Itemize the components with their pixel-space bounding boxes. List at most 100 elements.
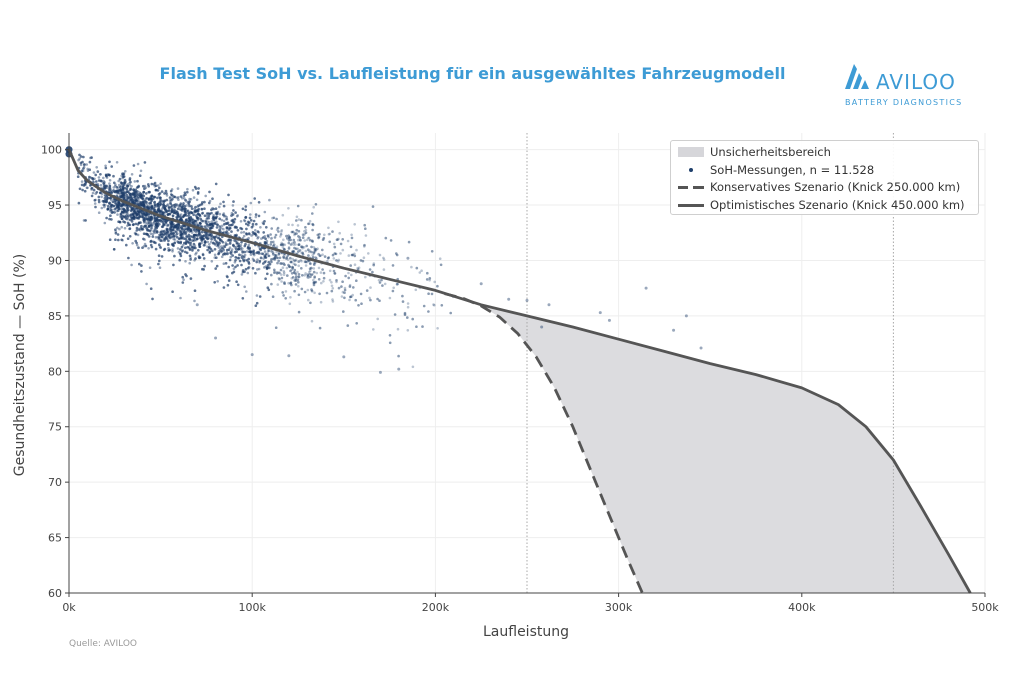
scatter-point — [290, 260, 293, 264]
scatter-point — [290, 230, 294, 234]
scatter-point — [156, 235, 160, 239]
scatter-point — [162, 220, 165, 224]
scatter-point — [149, 287, 153, 291]
scatter-point — [172, 237, 175, 241]
scatter-point — [128, 235, 132, 238]
scatter-point — [202, 257, 206, 260]
scatter-point — [295, 215, 299, 219]
scatter-point — [327, 233, 331, 236]
scatter-point — [252, 253, 256, 257]
scatter-point — [175, 210, 179, 213]
scatter-point — [241, 269, 245, 272]
scatter-point — [388, 296, 392, 300]
scatter-point — [131, 188, 135, 192]
scatter-point — [133, 180, 137, 183]
scatter-point — [167, 249, 170, 252]
scatter-point — [251, 224, 255, 228]
scatter-point — [281, 291, 285, 294]
scatter-point — [213, 256, 217, 259]
scatter-point — [286, 254, 290, 257]
scatter-point — [232, 270, 236, 274]
scatter-point — [147, 235, 151, 238]
scatter-point — [121, 194, 125, 197]
scatter-point — [179, 226, 183, 229]
scatter-point — [208, 190, 211, 194]
legend-dashed-swatch — [678, 179, 704, 195]
scatter-point — [230, 219, 234, 223]
scatter-point — [124, 216, 127, 219]
scatter-point — [287, 246, 291, 249]
scatter-point — [266, 252, 269, 255]
scatter-point — [198, 243, 202, 246]
scatter-point — [120, 181, 123, 185]
scatter-point — [109, 208, 112, 212]
scatter-point — [129, 195, 133, 198]
scatter-point — [254, 215, 258, 219]
scatter-point — [153, 221, 156, 224]
scatter-point — [319, 300, 323, 304]
scatter-point — [325, 291, 329, 295]
scatter-point — [297, 310, 301, 314]
scatter-point — [156, 202, 160, 206]
scatter-point — [147, 215, 151, 219]
scatter-point — [396, 327, 400, 331]
scatter-point — [271, 295, 275, 299]
scatter-point — [149, 222, 153, 225]
y-tick-label: 85 — [48, 310, 62, 323]
scatter-point — [190, 231, 194, 234]
scatter-point — [185, 227, 188, 231]
scatter-point — [321, 268, 324, 271]
scatter-point — [403, 311, 407, 315]
scatter-point — [147, 247, 150, 250]
scatter-point — [182, 196, 186, 200]
scatter-point — [598, 311, 602, 315]
scatter-point — [83, 189, 87, 193]
scatter-point — [248, 247, 251, 251]
scatter-point — [206, 236, 209, 240]
scatter-point — [216, 243, 220, 247]
scatter-point — [247, 257, 250, 261]
scatter-point — [192, 246, 196, 250]
scatter-point — [212, 216, 216, 219]
scatter-point — [426, 271, 429, 275]
scatter-point — [189, 228, 193, 232]
scatter-point — [148, 207, 151, 211]
scatter-point — [171, 233, 175, 237]
scatter-point — [204, 233, 208, 236]
scatter-point — [209, 224, 213, 227]
scatter-point — [125, 243, 128, 247]
scatter-point — [184, 214, 188, 217]
scatter-point — [197, 255, 201, 258]
scatter-point — [108, 184, 112, 188]
scatter-point — [243, 285, 246, 289]
scatter-point — [199, 215, 202, 218]
scatter-point — [376, 317, 380, 321]
scatter-point — [250, 225, 254, 229]
scatter-point — [108, 202, 111, 205]
legend-label-measurements: SoH-Messungen, n = 11.528 — [710, 163, 875, 177]
scatter-point — [283, 243, 287, 247]
scatter-point — [244, 242, 247, 246]
scatter-point — [365, 289, 369, 292]
scatter-point — [239, 226, 242, 230]
scatter-point — [120, 211, 124, 214]
x-tick-label: 300k — [605, 601, 633, 614]
scatter-point — [305, 238, 309, 242]
scatter-point — [95, 180, 98, 183]
scatter-point — [203, 225, 207, 228]
scatter-point — [189, 256, 192, 260]
scatter-point — [172, 231, 175, 235]
scatter-point — [134, 198, 138, 201]
scatter-point — [102, 185, 106, 188]
scatter-point — [217, 241, 221, 244]
scatter-point — [279, 268, 283, 272]
scatter-point — [149, 215, 153, 219]
scatter-point — [114, 228, 117, 231]
scatter-point — [153, 219, 156, 223]
scatter-point — [144, 232, 147, 236]
scatter-point — [186, 190, 189, 194]
scatter-point — [109, 188, 113, 192]
scatter-point — [169, 222, 173, 225]
scatter-point — [280, 230, 283, 233]
scatter-point — [210, 260, 214, 263]
